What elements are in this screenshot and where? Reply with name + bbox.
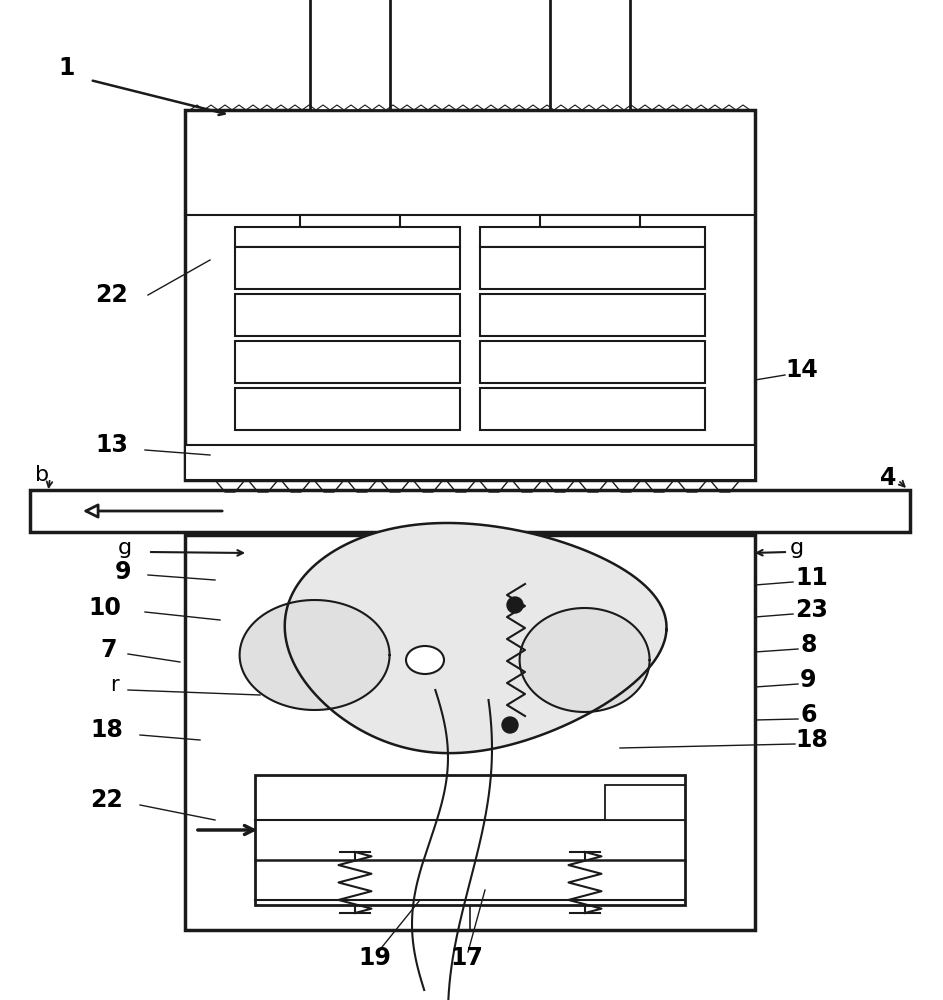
Bar — [185, 445, 755, 480]
Polygon shape — [285, 523, 667, 753]
Bar — [480, 341, 705, 383]
Text: 22: 22 — [95, 283, 127, 307]
Polygon shape — [520, 608, 650, 712]
Bar — [480, 294, 705, 336]
Text: 8: 8 — [800, 633, 817, 657]
Text: 7: 7 — [100, 638, 117, 662]
Bar — [235, 388, 460, 430]
Bar — [310, 0, 390, 110]
Text: 4: 4 — [880, 466, 897, 490]
Text: r: r — [110, 675, 119, 695]
Bar — [185, 110, 755, 480]
Text: g: g — [790, 538, 804, 558]
Bar — [185, 535, 755, 930]
Bar — [540, 215, 640, 227]
Bar — [605, 785, 685, 820]
Ellipse shape — [406, 646, 444, 674]
Text: 9: 9 — [115, 560, 131, 584]
Text: 23: 23 — [795, 598, 828, 622]
Polygon shape — [240, 600, 389, 710]
Text: 9: 9 — [800, 668, 817, 692]
Text: b: b — [35, 465, 49, 485]
Bar — [235, 341, 460, 383]
Text: 11: 11 — [795, 566, 828, 590]
Circle shape — [507, 597, 523, 613]
Text: 18: 18 — [90, 718, 123, 742]
Bar — [480, 247, 705, 289]
Text: 10: 10 — [88, 596, 121, 620]
Bar — [480, 227, 705, 247]
Bar — [550, 0, 630, 110]
Text: 1: 1 — [58, 56, 74, 80]
Bar — [480, 388, 705, 430]
Bar — [235, 247, 460, 289]
Bar — [255, 775, 685, 905]
Text: 13: 13 — [95, 433, 128, 457]
Text: 22: 22 — [90, 788, 123, 812]
Text: 18: 18 — [795, 728, 828, 752]
Bar — [300, 215, 400, 227]
Text: 6: 6 — [800, 703, 817, 727]
Text: 19: 19 — [358, 946, 391, 970]
Text: g: g — [118, 538, 132, 558]
Text: 17: 17 — [450, 946, 483, 970]
Text: 14: 14 — [785, 358, 818, 382]
Bar — [235, 294, 460, 336]
Bar — [235, 227, 460, 247]
Bar — [30, 490, 910, 532]
Circle shape — [502, 717, 518, 733]
